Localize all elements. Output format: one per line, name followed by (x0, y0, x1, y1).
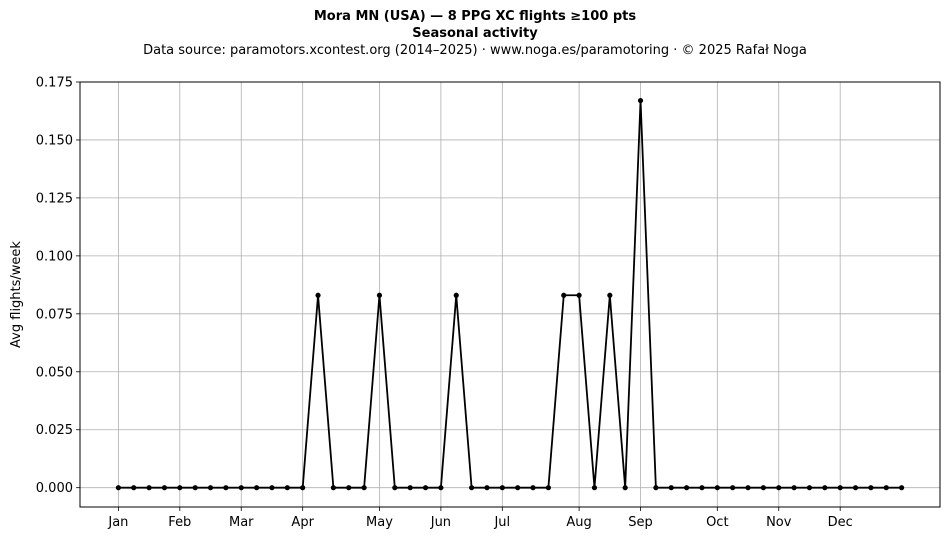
data-point (238, 485, 244, 491)
data-point (330, 485, 336, 491)
data-point (469, 485, 475, 491)
x-tick-label: May (366, 515, 393, 530)
data-point (300, 485, 306, 491)
data-point (883, 485, 889, 491)
y-tick-label: 0.075 (36, 307, 73, 322)
data-point (376, 292, 383, 298)
data-point (653, 485, 659, 491)
data-point (223, 485, 229, 491)
data-point (684, 485, 690, 491)
x-tick-label: Oct (706, 515, 728, 530)
x-tick-label: Jun (430, 515, 451, 530)
data-point (422, 485, 429, 491)
x-tick-label: Nov (766, 515, 792, 530)
data-point (745, 485, 751, 491)
data-point (453, 292, 459, 298)
grid-lines (80, 81, 940, 507)
y-tick-label: 0.000 (36, 481, 73, 496)
data-point (207, 485, 214, 491)
data-point (576, 292, 582, 298)
data-point (837, 485, 843, 491)
y-axis-label: Avg flights/week (9, 241, 24, 348)
chart-title: Mora MN (USA) — 8 PPG XC flights ≥100 pt… (313, 9, 637, 24)
x-tick-label: Jul (493, 515, 510, 530)
data-point (438, 485, 444, 491)
data-point (806, 485, 813, 491)
data-point (484, 485, 490, 491)
y-tick-label: 0.050 (36, 365, 73, 380)
data-point (177, 485, 183, 491)
data-point (392, 485, 398, 491)
data-point (776, 485, 782, 491)
data-point (591, 485, 598, 491)
chart-subtitle: Seasonal activity (412, 26, 538, 41)
data-point (499, 485, 505, 491)
data-point (868, 485, 874, 491)
data-point (668, 485, 674, 491)
x-tick-label: Jan (107, 515, 128, 530)
data-point (561, 292, 567, 298)
y-tick-label: 0.150 (36, 133, 73, 148)
data-point (545, 485, 551, 491)
data-point (269, 485, 275, 491)
data-point (852, 485, 859, 491)
data-point (131, 485, 137, 491)
data-point (760, 485, 766, 491)
data-point (284, 485, 290, 491)
data-point (822, 485, 828, 491)
x-tick-label: Mar (229, 515, 254, 530)
series-line (118, 99, 902, 489)
data-point (622, 485, 628, 491)
axes-frame (79, 81, 941, 508)
y-tick-label: 0.175 (36, 76, 73, 91)
data-point (161, 485, 168, 491)
data-point (346, 485, 352, 491)
x-tick-label: Apr (291, 515, 314, 530)
data-point (254, 485, 260, 491)
data-point (730, 485, 736, 491)
data-point (899, 485, 905, 491)
data-point (361, 485, 367, 491)
chart-source: Data source: paramotors.xcontest.org (20… (143, 43, 807, 58)
x-axis: Jan Feb Mar Apr May Jun Jul Aug Sep Oct Nov Dec (107, 507, 853, 530)
data-point (530, 485, 536, 491)
x-tick-label: Sep (628, 515, 653, 530)
data-point (714, 485, 720, 491)
y-tick-label: 0.025 (36, 423, 73, 438)
x-tick-label: Feb (168, 515, 191, 530)
data-point (192, 485, 198, 491)
data-point (315, 292, 321, 298)
series-layer (115, 97, 905, 491)
data-point (607, 292, 613, 298)
data-point (637, 97, 644, 104)
x-tick-label: Aug (566, 515, 591, 530)
data-point (407, 485, 413, 491)
data-point (115, 485, 121, 491)
data-point (146, 485, 152, 491)
y-tick-label: 0.125 (36, 191, 73, 206)
data-point (699, 485, 705, 491)
y-axis: 0.000 0.025 0.050 0.075 0.100 0.125 0.150 0.175 (36, 76, 80, 496)
data-point (791, 485, 797, 491)
data-point (515, 485, 521, 491)
y-tick-label: 0.100 (36, 249, 73, 264)
x-tick-label: Dec (828, 515, 853, 530)
